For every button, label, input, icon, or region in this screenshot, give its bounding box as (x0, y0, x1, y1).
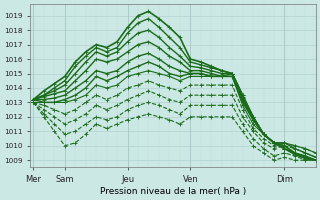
X-axis label: Pression niveau de la mer( hPa ): Pression niveau de la mer( hPa ) (100, 187, 246, 196)
